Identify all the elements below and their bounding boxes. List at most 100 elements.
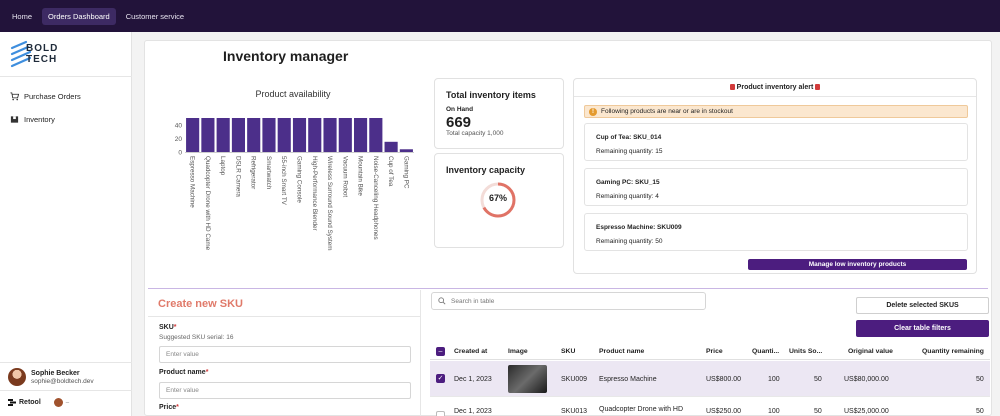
x-tick-label: Wireless Surround Sound System — [326, 156, 333, 251]
bar — [262, 118, 276, 152]
col-quantity-remaining[interactable]: Quantity remaining — [922, 348, 984, 355]
stockout-warning: ! Following products are near or are in … — [584, 105, 968, 118]
bar — [399, 149, 413, 152]
cell-quantity-remaining: 50 — [976, 408, 984, 415]
bar — [247, 118, 261, 152]
inventory-capacity-card: Inventory capacity — [434, 153, 564, 248]
alert-item: Espresso Machine: SKU009 Remaining quant… — [584, 213, 968, 251]
section-divider — [148, 288, 988, 289]
page-title: Inventory manager — [223, 48, 349, 64]
col-product-name[interactable]: Product name — [599, 348, 645, 355]
total-inventory-title: Total inventory items — [446, 90, 536, 100]
sidebar-item-label: Inventory — [24, 115, 55, 124]
retool-footer: Retool – — [8, 398, 69, 407]
x-tick-label: Mountain Bike — [357, 156, 364, 196]
table-header: – Created at Image SKU Product name Pric… — [430, 344, 990, 360]
alert-item: Cup of Tea: SKU_014 Remaining quantity: … — [584, 123, 968, 161]
bar — [186, 118, 200, 152]
bar — [384, 141, 398, 152]
total-capacity-text: Total capacity 1,000 — [446, 130, 504, 137]
product-name-label: Product name* — [159, 369, 208, 376]
form-divider — [148, 316, 420, 317]
bar — [308, 118, 322, 152]
x-tick-label: DSLR Camera — [234, 156, 241, 197]
col-units-sold[interactable]: Units So... — [789, 348, 823, 355]
table-row[interactable]: ✓ Dec 1, 2023 SKU009 Espresso Machine US… — [430, 361, 990, 397]
boldtech-logo — [10, 40, 32, 68]
sidebar-item-purchase-orders[interactable]: Purchase Orders — [10, 92, 81, 101]
row-checkbox[interactable]: ✓ — [436, 374, 445, 383]
bar — [231, 118, 245, 152]
bar — [369, 118, 383, 152]
create-sku-title: Create new SKU — [158, 298, 243, 310]
retool-icon — [8, 399, 16, 406]
manage-low-inventory-button[interactable]: Manage low inventory products — [748, 259, 967, 270]
product-image — [508, 365, 547, 393]
x-tick-label: Gaming Console — [296, 156, 303, 203]
logo-line-2: TECH — [26, 54, 58, 65]
y-tick-label: 20 — [175, 136, 183, 143]
top-navigation: Home Orders Dashboard Customer service — [0, 0, 1000, 32]
alert-title: Product inventory alert — [736, 84, 814, 91]
x-tick-label: Vacuum Robot — [341, 156, 348, 197]
sidebar-divider — [0, 362, 132, 363]
footer-avatar — [53, 398, 63, 407]
cart-icon — [10, 92, 19, 101]
x-tick-label: 55-inch Smart TV — [280, 156, 287, 206]
cell-created: Dec 1, 2023 — [454, 376, 492, 383]
alert-item-qty: Remaining quantity: 15 — [596, 148, 663, 155]
required-marker: * — [173, 324, 177, 331]
user-profile[interactable]: Sophie Becker sophie@boldtech.dev — [8, 368, 94, 386]
y-tick-label: 40 — [175, 122, 183, 129]
price-label-text: Price — [159, 404, 177, 411]
x-tick-label: Noise-Canceling Headphones — [372, 156, 379, 240]
col-sku[interactable]: SKU — [561, 348, 576, 355]
onhand-label: On Hand — [446, 106, 474, 113]
avatar — [8, 368, 26, 386]
nav-orders-dashboard[interactable]: Orders Dashboard — [42, 7, 116, 25]
x-tick-label: Refrigerator — [250, 156, 257, 189]
delete-selected-skus-button[interactable]: Delete selected SKUS — [856, 297, 989, 314]
cell-quantity: 100 — [768, 408, 780, 415]
column-divider — [420, 290, 421, 416]
cell-product-name: Espresso Machine — [599, 376, 657, 383]
x-tick-label: Gaming PC — [402, 156, 409, 189]
nav-customer-service[interactable]: Customer service — [125, 11, 185, 21]
nav-home[interactable]: Home — [12, 11, 33, 21]
cell-created: Dec 1, 2023 — [454, 408, 492, 415]
bar — [216, 118, 230, 152]
bar — [201, 118, 215, 152]
alert-item-name: Gaming PC: SKU_15 — [596, 179, 660, 186]
col-image[interactable]: Image — [508, 348, 528, 355]
col-quantity[interactable]: Quanti... — [752, 348, 780, 355]
chart-title: Product availability — [255, 89, 331, 99]
product-name-label-text: Product name — [159, 369, 206, 376]
col-original-value[interactable]: Original value — [848, 348, 893, 355]
clear-table-filters-button[interactable]: Clear table filters — [856, 320, 989, 337]
table-search-input[interactable]: Search in table — [431, 292, 706, 310]
price-label: Price* — [159, 404, 179, 411]
row-checkbox[interactable] — [436, 411, 445, 416]
table-row[interactable]: Dec 1, 2023 SKU013 Quadcopter Drone with… — [430, 398, 990, 416]
alert-badge-icon — [729, 84, 735, 90]
x-tick-label: High-Performance Blender — [311, 156, 318, 231]
sku-input[interactable]: Enter value — [159, 346, 411, 363]
alert-badge-icon — [815, 84, 821, 90]
bar — [354, 118, 368, 152]
sidebar-item-inventory[interactable]: Inventory — [10, 115, 55, 124]
x-tick-label: Laptop — [219, 156, 226, 176]
cell-sku: SKU009 — [561, 376, 588, 383]
capacity-ring — [480, 182, 516, 218]
select-all-checkbox[interactable]: – — [436, 347, 445, 356]
alert-item: Gaming PC: SKU_15 Remaining quantity: 4 — [584, 168, 968, 206]
cell-quantity: 100 — [768, 376, 780, 383]
col-created-at[interactable]: Created at — [454, 348, 488, 355]
sku-hint: Suggested SKU serial: 16 — [159, 334, 234, 341]
search-placeholder: Search in table — [451, 297, 495, 305]
cell-price: US$800.00 — [706, 376, 742, 383]
product-name-input[interactable]: Enter value — [159, 382, 411, 399]
logo-text: BOLD TECH — [26, 44, 58, 65]
col-price[interactable]: Price — [706, 348, 723, 355]
box-icon — [10, 116, 19, 123]
alert-item-name: Espresso Machine: SKU009 — [596, 224, 682, 231]
